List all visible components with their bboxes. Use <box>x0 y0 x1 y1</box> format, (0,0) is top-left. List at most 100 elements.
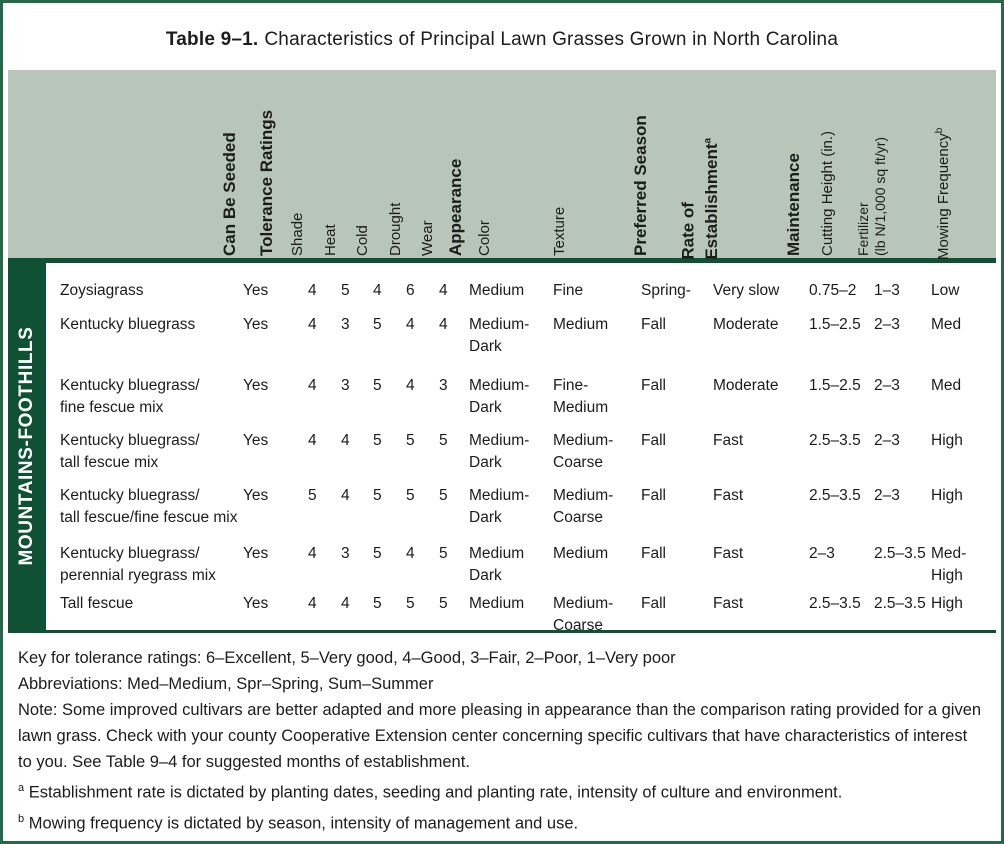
col-header-rate-of-establishment: Rate of Establishmenta <box>678 138 722 260</box>
footnote: a Establishment rate is dictated by plan… <box>18 782 843 802</box>
cell-fertilizer: 2.5–3.5 <box>874 545 926 562</box>
cell-color: Medium Dark <box>469 545 525 584</box>
cell-season: Fall <box>641 545 666 562</box>
fertilizer-line1: Fertilizer <box>855 202 871 256</box>
cell-drought: 5 <box>406 487 415 504</box>
cell-wear: 3 <box>439 377 448 394</box>
cell-texture: Medium- Coarse <box>553 487 614 526</box>
cell-texture: Medium- Coarse <box>553 595 614 634</box>
cell-cold: 5 <box>373 377 382 394</box>
cell-seeded: Yes <box>243 432 269 449</box>
column-headers-band <box>8 70 996 258</box>
cell-cutting: 2.5–3.5 <box>809 487 861 504</box>
cell-heat: 4 <box>341 595 350 612</box>
cell-drought: 6 <box>406 282 415 299</box>
cell-wear: 4 <box>439 282 448 299</box>
cell-shade: 4 <box>308 595 317 612</box>
header-divider <box>8 258 996 263</box>
footnotes: Key for tolerance ratings: 6–Excellent, … <box>18 645 982 836</box>
cell-rate: Fast <box>713 487 744 504</box>
cell-texture: Fine <box>553 282 584 299</box>
col-header-color: Color <box>476 220 493 256</box>
cell-heat: 5 <box>341 282 350 299</box>
cell-seeded: Yes <box>243 316 269 333</box>
cell-color: Medium- Dark <box>469 316 530 355</box>
cell-wear: 5 <box>439 432 448 449</box>
cell-season: Fall <box>641 316 666 333</box>
cell-mowing: High <box>931 595 963 612</box>
cell-color: Medium- Dark <box>469 377 530 416</box>
cell-seeded: Yes <box>243 595 269 612</box>
footnote: Key for tolerance ratings: 6–Excellent, … <box>18 649 676 667</box>
cell-cold: 5 <box>373 316 382 333</box>
cell-mowing: High <box>931 487 963 504</box>
cell-shade: 4 <box>308 545 317 562</box>
cell-fertilizer: 2.5–3.5 <box>874 595 926 612</box>
cell-wear: 5 <box>439 487 448 504</box>
cell-color: Medium- Dark <box>469 432 530 471</box>
cell-cold: 5 <box>373 487 382 504</box>
col-header-can-be-seeded: Can Be Seeded <box>220 132 239 256</box>
col-header-tolerance-ratings: Tolerance Ratings <box>257 109 276 256</box>
cell-texture: Medium- Coarse <box>553 432 614 471</box>
cell-wear: 5 <box>439 595 448 612</box>
cell-drought: 5 <box>406 432 415 449</box>
region-label: MOUNTAINS-FOOTHILLS <box>16 325 37 566</box>
cell-cold: 5 <box>373 432 382 449</box>
cell-name: Kentucky bluegrass/tall fescue/fine fesc… <box>60 487 238 526</box>
cell-cold: 4 <box>373 282 382 299</box>
rate-superscript: a <box>702 137 714 144</box>
col-header-shade: Shade <box>289 212 306 256</box>
table-title: Table 9–1. Characteristics of Principal L… <box>3 29 1001 51</box>
footnote: Abbreviations: Med–Medium, Spr–Spring, S… <box>18 675 434 693</box>
cell-name: Kentucky bluegrass/tall fescue mix <box>60 432 200 471</box>
cell-shade: 4 <box>308 282 317 299</box>
cell-rate: Moderate <box>713 377 779 394</box>
col-header-fertilizer: Fertilizer (lb N/1,000 sq ft/yr) <box>855 137 889 256</box>
cell-shade: 4 <box>308 432 317 449</box>
fertilizer-line2: (lb N/1,000 sq ft/yr) <box>872 136 888 256</box>
cell-cutting: 0.75–2 <box>809 282 857 299</box>
cell-fertilizer: 2–3 <box>874 487 900 504</box>
rate-line1: Rate of <box>678 202 698 260</box>
cell-cutting: 1.5–2.5 <box>809 316 861 333</box>
cell-rate: Very slow <box>713 282 780 299</box>
cell-name: Kentucky bluegrass <box>60 316 196 333</box>
cell-season: Fall <box>641 487 666 504</box>
cell-name: Zoysiagrass <box>60 282 144 299</box>
cell-season: Fall <box>641 377 666 394</box>
cell-wear: 4 <box>439 316 448 333</box>
cell-drought: 4 <box>406 377 415 394</box>
cell-seeded: Yes <box>243 377 269 394</box>
cell-texture: Medium <box>553 545 609 562</box>
col-header-heat: Heat <box>322 224 339 256</box>
cell-drought: 4 <box>406 545 415 562</box>
cell-mowing: Med <box>931 316 962 333</box>
cell-fertilizer: 2–3 <box>874 316 900 333</box>
cell-rate: Fast <box>713 545 744 562</box>
cell-season: Fall <box>641 595 666 612</box>
cell-heat: 4 <box>341 432 350 449</box>
col-header-cold: Cold <box>354 225 371 256</box>
cell-name: Kentucky bluegrass/fine fescue mix <box>60 377 200 416</box>
cell-cutting: 2.5–3.5 <box>809 595 861 612</box>
region-bar: MOUNTAINS-FOOTHILLS <box>8 258 46 633</box>
cell-cutting: 2–3 <box>809 545 835 562</box>
cell-mowing: High <box>931 432 963 449</box>
cell-season: Spring- <box>641 282 691 299</box>
col-header-wear: Wear <box>419 220 436 256</box>
col-header-appearance: Appearance <box>446 158 465 256</box>
cell-drought: 4 <box>406 316 415 333</box>
col-header-drought: Drought <box>387 202 404 256</box>
mowing-superscript: b <box>934 127 945 134</box>
col-header-cutting-height: Cutting Height (in.) <box>819 130 836 256</box>
cell-heat: 3 <box>341 545 350 562</box>
footnote: Note: Some improved cultivars are better… <box>18 701 982 771</box>
cell-seeded: Yes <box>243 282 269 299</box>
cell-cold: 5 <box>373 595 382 612</box>
col-header-texture: Texture <box>551 206 568 256</box>
body-bottom-rule <box>8 630 996 633</box>
cell-season: Fall <box>641 432 666 449</box>
cell-rate: Fast <box>713 595 744 612</box>
cell-seeded: Yes <box>243 545 269 562</box>
